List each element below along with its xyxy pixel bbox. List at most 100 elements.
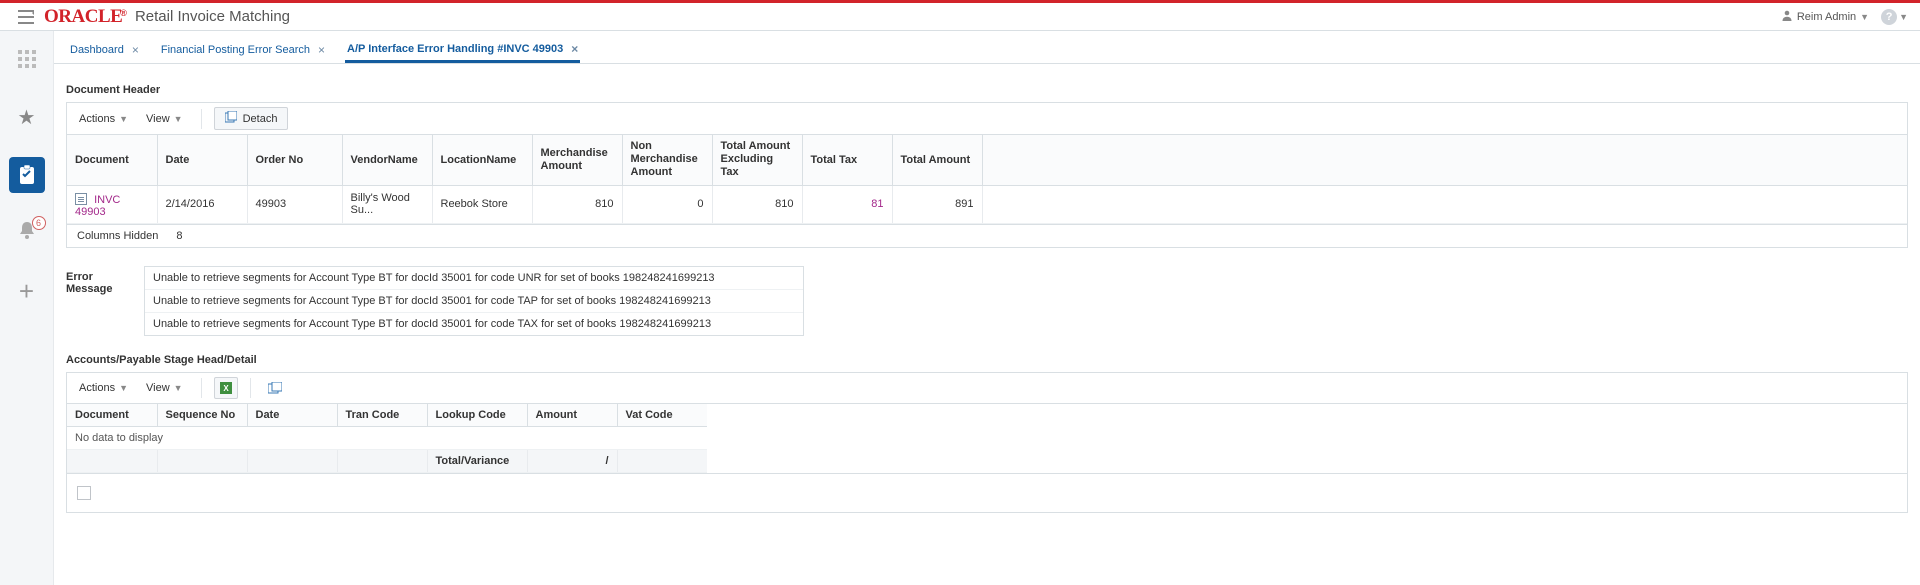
ap-stage-panel: Actions ▼ View ▼ X bbox=[66, 372, 1908, 513]
document-header-panel: Actions ▼ View ▼ Detach bbox=[66, 102, 1908, 248]
detach-button[interactable] bbox=[263, 377, 287, 399]
col-date[interactable]: Date bbox=[157, 135, 247, 185]
columns-hidden-label: Columns Hidden bbox=[77, 230, 158, 242]
col-document[interactable]: Document bbox=[67, 135, 157, 185]
brand-name: ORACLE bbox=[44, 6, 122, 28]
toolbar-separator bbox=[201, 109, 202, 129]
user-menu[interactable]: Reim Admin ▼ bbox=[1781, 9, 1869, 24]
view-menu[interactable]: View ▼ bbox=[140, 379, 189, 397]
col-date[interactable]: Date bbox=[247, 404, 337, 427]
tab-label: Dashboard bbox=[70, 44, 124, 56]
user-name: Reim Admin bbox=[1797, 11, 1856, 23]
ap-stage-table: Document Sequence No Date Tran Code Look… bbox=[67, 404, 707, 473]
help-icon: ? bbox=[1886, 11, 1893, 23]
ap-stage-toolbar: Actions ▼ View ▼ X bbox=[67, 373, 1907, 404]
col-tran-code[interactable]: Tran Code bbox=[337, 404, 427, 427]
error-message-region: Error Message Unable to retrieve segment… bbox=[66, 266, 1908, 336]
bell-icon: 6 bbox=[18, 220, 36, 246]
document-header-toolbar: Actions ▼ View ▼ Detach bbox=[67, 103, 1907, 135]
error-message-item: Unable to retrieve segments for Account … bbox=[145, 313, 803, 335]
columns-hidden-value: 8 bbox=[176, 230, 182, 242]
table-footer-bar bbox=[67, 473, 1907, 512]
chevron-down-icon: ▼ bbox=[119, 383, 128, 393]
col-amount[interactable]: Amount bbox=[527, 404, 617, 427]
tab-label: A/P Interface Error Handling #INVC 49903 bbox=[347, 43, 563, 55]
actions-menu[interactable]: Actions ▼ bbox=[73, 110, 134, 128]
global-header: ORACLE ® Retail Invoice Matching Reim Ad… bbox=[0, 3, 1920, 31]
detach-button[interactable]: Detach bbox=[214, 107, 289, 130]
document-icon bbox=[75, 193, 87, 205]
total-label: Total/Variance bbox=[427, 449, 527, 472]
cell-total-tax: 81 bbox=[802, 185, 892, 223]
sidebar-favorites-button[interactable]: ★ bbox=[9, 99, 45, 135]
help-button[interactable]: ? bbox=[1881, 9, 1897, 25]
sidebar-apps-button[interactable] bbox=[9, 41, 45, 77]
total-value: / bbox=[527, 449, 617, 472]
col-merchandise-amount[interactable]: Merchandise Amount bbox=[532, 135, 622, 185]
tab-ap-interface-error-handling[interactable]: A/P Interface Error Handling #INVC 49903… bbox=[345, 39, 580, 63]
chevron-down-icon: ▼ bbox=[1860, 12, 1869, 22]
section-title-ap-stage: Accounts/Payable Stage Head/Detail bbox=[66, 354, 1908, 366]
sidebar-notifications-button[interactable]: 6 bbox=[9, 215, 45, 251]
app-name: Retail Invoice Matching bbox=[135, 8, 290, 25]
tab-label: Financial Posting Error Search bbox=[161, 44, 310, 56]
table-row-total: Total/Variance / bbox=[67, 449, 707, 472]
cell-total-amount: 891 bbox=[892, 185, 982, 223]
col-total-amount-excl-tax[interactable]: Total Amount Excluding Tax bbox=[712, 135, 802, 185]
help-chevron-down-icon: ▼ bbox=[1899, 12, 1908, 22]
col-location-name[interactable]: LocationName bbox=[432, 135, 532, 185]
tab-strip: Dashboard × Financial Posting Error Sear… bbox=[54, 31, 1920, 64]
brand-reg-icon: ® bbox=[120, 8, 127, 18]
view-label: View bbox=[146, 113, 170, 125]
toolbar-separator bbox=[250, 378, 251, 398]
actions-label: Actions bbox=[79, 113, 115, 125]
col-vendor-name[interactable]: VendorName bbox=[342, 135, 432, 185]
close-icon[interactable]: × bbox=[132, 44, 139, 56]
toolbar-separator bbox=[201, 378, 202, 398]
col-lookup-code[interactable]: Lookup Code bbox=[427, 404, 527, 427]
left-sidebar: ★ 6 + bbox=[0, 31, 54, 585]
col-total-tax[interactable]: Total Tax bbox=[802, 135, 892, 185]
sidebar-tasks-button[interactable] bbox=[9, 157, 45, 193]
tab-fin-posting-error-search[interactable]: Financial Posting Error Search × bbox=[159, 40, 327, 63]
view-menu[interactable]: View ▼ bbox=[140, 110, 189, 128]
cell-total-excl-tax: 810 bbox=[712, 185, 802, 223]
export-excel-button[interactable]: X bbox=[214, 377, 238, 399]
col-vat-code[interactable]: Vat Code bbox=[617, 404, 707, 427]
tab-dashboard[interactable]: Dashboard × bbox=[68, 40, 141, 63]
cell-non-merch-amt: 0 bbox=[622, 185, 712, 223]
close-icon[interactable]: × bbox=[318, 44, 325, 56]
cell-order-no: 49903 bbox=[247, 185, 342, 223]
cell-date: 2/14/2016 bbox=[157, 185, 247, 223]
col-document[interactable]: Document bbox=[67, 404, 157, 427]
close-icon[interactable]: × bbox=[571, 43, 578, 55]
error-message-list: Unable to retrieve segments for Account … bbox=[144, 266, 804, 336]
actions-label: Actions bbox=[79, 382, 115, 394]
sidebar-add-button[interactable]: + bbox=[9, 273, 45, 309]
table-footer-bar: Columns Hidden 8 bbox=[67, 224, 1907, 247]
chevron-down-icon: ▼ bbox=[119, 114, 128, 124]
error-message-item: Unable to retrieve segments for Account … bbox=[145, 290, 803, 313]
cell-merch-amt: 810 bbox=[532, 185, 622, 223]
error-message-item: Unable to retrieve segments for Account … bbox=[145, 267, 803, 290]
document-header-table: Document Date Order No VendorName Locati… bbox=[67, 135, 1907, 224]
notification-count-badge: 6 bbox=[32, 216, 46, 230]
select-all-checkbox[interactable] bbox=[77, 486, 91, 500]
col-order-no[interactable]: Order No bbox=[247, 135, 342, 185]
col-non-merchandise-amount[interactable]: Non Merchandise Amount bbox=[622, 135, 712, 185]
table-header-row: Document Date Order No VendorName Locati… bbox=[67, 135, 1907, 185]
table-row-empty: No data to display bbox=[67, 426, 707, 449]
col-total-amount[interactable]: Total Amount bbox=[892, 135, 982, 185]
table-row[interactable]: INVC 49903 2/14/2016 49903 Billy's Wood … bbox=[67, 185, 1907, 223]
col-sequence-no[interactable]: Sequence No bbox=[157, 404, 247, 427]
actions-menu[interactable]: Actions ▼ bbox=[73, 379, 134, 397]
svg-text:X: X bbox=[223, 384, 229, 393]
cell-location: Reebok Store bbox=[432, 185, 532, 223]
chevron-down-icon: ▼ bbox=[174, 383, 183, 393]
chevron-down-icon: ▼ bbox=[174, 114, 183, 124]
cell-document[interactable]: INVC 49903 bbox=[67, 185, 157, 223]
nav-toggle-button[interactable] bbox=[12, 10, 40, 24]
detach-label: Detach bbox=[243, 113, 278, 125]
main-content: Dashboard × Financial Posting Error Sear… bbox=[54, 31, 1920, 585]
table-header-row: Document Sequence No Date Tran Code Look… bbox=[67, 404, 707, 427]
